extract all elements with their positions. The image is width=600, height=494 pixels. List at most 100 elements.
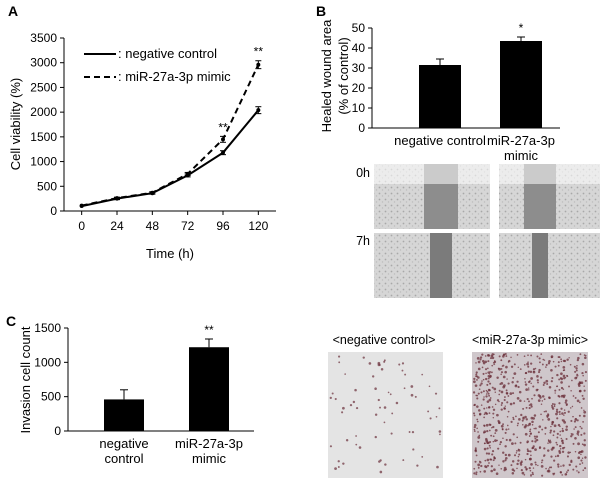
stained-cell — [486, 383, 489, 386]
stained-cell — [506, 401, 509, 404]
stained-cell — [552, 434, 555, 437]
stained-cell — [575, 465, 578, 468]
stained-cell — [535, 463, 537, 466]
stained-cell — [506, 415, 509, 418]
stained-cell — [526, 362, 529, 366]
stained-cell — [500, 390, 504, 394]
stained-cell — [342, 406, 345, 410]
stained-cell — [489, 446, 492, 449]
stained-cell — [482, 398, 485, 401]
stained-cell — [505, 355, 508, 357]
stained-cell — [476, 420, 479, 423]
stained-cell — [544, 433, 547, 435]
stained-cell — [477, 463, 481, 467]
stained-cell — [500, 424, 504, 428]
stained-cell — [331, 392, 334, 395]
stained-cell — [551, 403, 554, 406]
data-point — [185, 171, 190, 176]
stained-cell — [504, 396, 506, 398]
stained-cell — [374, 413, 378, 416]
stained-cell — [540, 413, 542, 416]
stained-cell — [526, 397, 529, 401]
stained-cell — [476, 427, 478, 430]
stained-cell — [554, 455, 557, 458]
stained-cell — [537, 381, 539, 384]
stained-cell — [529, 450, 532, 453]
stained-cell — [545, 366, 547, 368]
stained-cell — [518, 453, 521, 456]
stained-cell — [488, 444, 491, 447]
stained-cell — [545, 410, 547, 413]
stained-cell — [567, 451, 570, 454]
stained-cell — [579, 425, 582, 428]
stained-cell — [562, 374, 566, 378]
stained-cell — [531, 447, 534, 450]
stained-cell — [504, 445, 507, 448]
stained-cell — [556, 385, 558, 388]
stained-cell — [509, 392, 513, 395]
stained-cell — [402, 459, 405, 462]
stained-cell — [562, 464, 565, 467]
stained-cell — [566, 358, 569, 361]
stained-cell — [483, 416, 485, 419]
stained-cell — [497, 421, 501, 424]
stained-cell — [560, 394, 564, 398]
stained-cell — [504, 459, 507, 462]
series-line-negative-control — [81, 109, 260, 208]
stained-cell — [377, 361, 381, 365]
stained-cell — [513, 363, 516, 366]
series-line-mimic — [81, 64, 260, 207]
stained-cell — [575, 367, 578, 370]
stained-cell — [551, 423, 554, 426]
stained-cell — [492, 416, 495, 419]
stained-cell — [479, 413, 482, 416]
stained-cell — [524, 383, 528, 386]
stained-cell — [492, 435, 495, 438]
stained-cell — [503, 468, 506, 472]
stained-cell — [520, 469, 523, 472]
stained-cell — [538, 368, 541, 372]
chart-a-xtick-label: 24 — [110, 219, 124, 233]
stained-cell — [507, 428, 510, 430]
stained-cell — [581, 394, 584, 397]
significance-marker: ** — [254, 45, 264, 59]
stained-cell — [568, 357, 570, 359]
stained-cell — [391, 412, 394, 415]
stained-cell — [567, 410, 570, 413]
stained-cell — [540, 461, 543, 464]
stained-cell — [559, 444, 562, 448]
stained-cell — [535, 435, 539, 438]
stained-cell — [492, 425, 495, 429]
stained-cell — [558, 356, 561, 359]
stained-cell — [480, 382, 483, 385]
chart-a-xtick-label: 72 — [181, 219, 195, 233]
chart-c-y-label: Invasion cell count — [18, 326, 33, 433]
stained-cell — [479, 358, 482, 361]
stained-cell — [574, 418, 578, 421]
stained-cell — [566, 471, 568, 474]
stained-cell — [527, 354, 529, 356]
stained-cell — [527, 365, 530, 368]
stained-cell — [329, 445, 333, 448]
stained-cell — [539, 361, 541, 364]
chart-c-category-label: control — [104, 451, 143, 466]
stained-cell — [570, 419, 573, 423]
stained-cell — [524, 466, 527, 469]
stained-cell — [488, 398, 492, 402]
stained-cell — [562, 388, 565, 390]
stained-cell — [516, 467, 518, 470]
stained-cell — [534, 448, 537, 452]
stained-cell — [490, 354, 494, 358]
stained-cell — [551, 421, 554, 424]
stained-cell — [545, 467, 547, 470]
stained-cell — [568, 463, 571, 467]
stained-cell — [580, 459, 583, 462]
stained-cell — [479, 384, 482, 387]
stained-cell — [528, 467, 531, 470]
stained-cell — [493, 353, 495, 356]
stained-cell — [548, 468, 550, 470]
stained-cell — [502, 423, 504, 426]
data-point — [256, 108, 261, 113]
stained-cell — [583, 414, 586, 418]
stained-cell — [556, 432, 559, 435]
